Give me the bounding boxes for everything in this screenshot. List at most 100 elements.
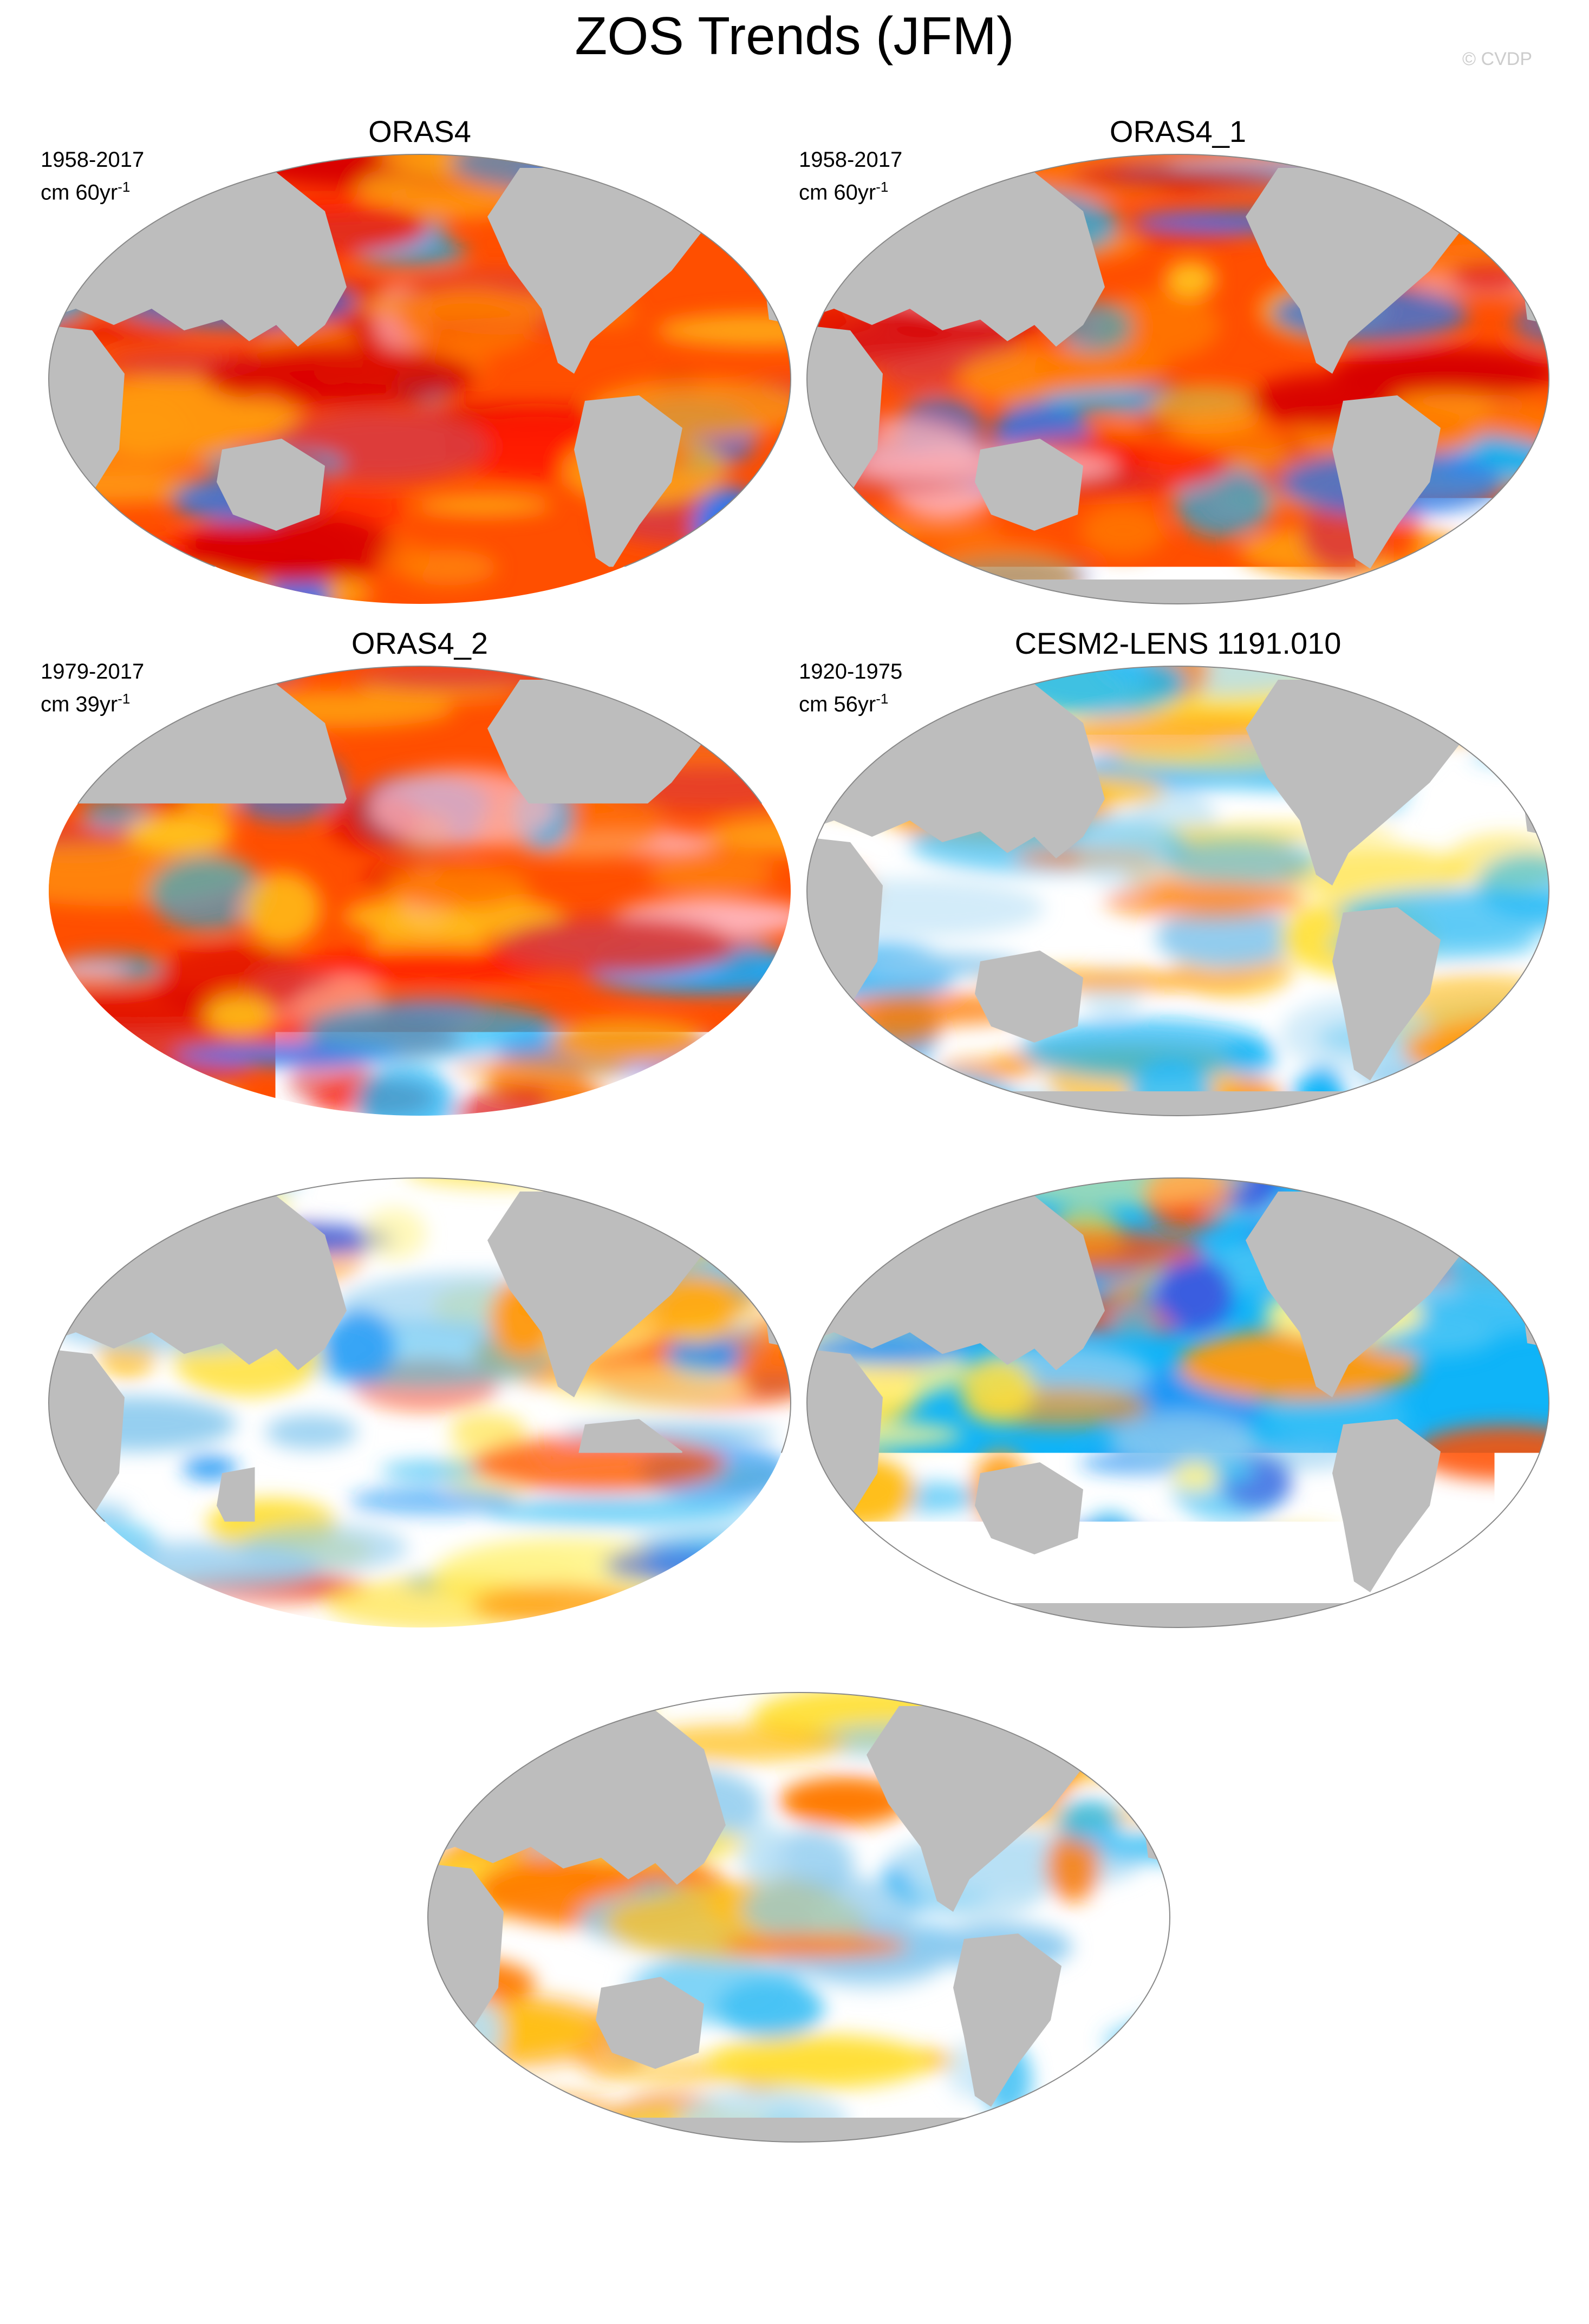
land-mass bbox=[802, 1603, 1554, 1630]
colorbar-tick-label: 8 bbox=[1177, 2275, 1197, 2316]
cvdp-credit: © CVDP bbox=[1462, 49, 1532, 70]
trend-patch bbox=[802, 575, 939, 591]
world-map bbox=[802, 146, 1554, 607]
trend-patch bbox=[838, 1005, 943, 1049]
trend-patch bbox=[239, 392, 292, 434]
map-panel: ORAS4 1958-2017 cm 60yr-1 bbox=[41, 114, 799, 628]
trend-patch bbox=[43, 544, 143, 607]
trend-patch bbox=[802, 658, 920, 670]
trend-patch bbox=[717, 1979, 824, 2037]
colorbar-tick-label: 12 bbox=[1246, 2275, 1285, 2316]
trend-patch bbox=[682, 661, 732, 688]
trend-patch bbox=[43, 1572, 200, 1603]
trend-patch bbox=[1111, 1305, 1156, 1337]
map-panel: ORAS4_1 1958-2017 cm 60yr-1 bbox=[799, 114, 1557, 628]
panel-title: ORAS4_1 bbox=[799, 114, 1557, 149]
trend-patch bbox=[697, 1170, 796, 1206]
trend-patch bbox=[43, 575, 219, 593]
panel-title: CESM2-LENS 1001.001 bbox=[420, 1652, 1178, 1687]
colorbar-swatch bbox=[1109, 2231, 1187, 2268]
trend-patch bbox=[76, 1221, 131, 1265]
trend-patch bbox=[1057, 1800, 1122, 1844]
colorbar-swatch bbox=[403, 2231, 481, 2268]
colorbar-tick-label: -16 bbox=[219, 2275, 271, 2316]
colorbar-swatch bbox=[481, 2231, 560, 2268]
colorbar-tick-label: -4 bbox=[543, 2275, 575, 2316]
trend-patch bbox=[648, 663, 796, 690]
trend-patch bbox=[722, 1574, 796, 1607]
world-map bbox=[802, 1170, 1554, 1630]
trend-patch bbox=[952, 1692, 1165, 1717]
trend-patch bbox=[1076, 1684, 1175, 1730]
trend-patch bbox=[1185, 1575, 1284, 1591]
trend-patch bbox=[464, 1709, 545, 1736]
trend-patch bbox=[648, 853, 774, 895]
panel-title: ICON-ESM-LR r2i1p1f1 bbox=[41, 1137, 799, 1173]
trend-patch bbox=[1082, 168, 1288, 187]
trend-patch bbox=[1156, 1257, 1233, 1331]
colorbar-swatch bbox=[952, 2231, 1030, 2268]
trend-patch bbox=[1017, 2114, 1062, 2145]
trend-patch bbox=[1147, 385, 1269, 433]
colorbar-tick-label: -24 bbox=[62, 2275, 114, 2316]
land-mass bbox=[720, 680, 796, 739]
colorbar-tick-label: 16 bbox=[1324, 2275, 1364, 2316]
figure-title: ZOS Trends (JFM) bbox=[0, 5, 1589, 67]
trend-patch bbox=[415, 496, 552, 515]
trend-patch bbox=[362, 1208, 426, 1260]
trend-patch bbox=[386, 864, 531, 909]
trend-patch bbox=[43, 1519, 159, 1573]
colorbar-swatch bbox=[559, 2231, 638, 2268]
colorbar-swatch bbox=[638, 2231, 717, 2268]
colorbar-tick-label: -6 bbox=[465, 2275, 497, 2316]
land-mass bbox=[422, 2118, 1175, 2145]
trend-patch bbox=[682, 549, 743, 591]
trend-patch bbox=[1165, 261, 1216, 298]
world-map bbox=[43, 146, 796, 607]
panel-title: ICON-ESM-LR r1i1p1f1 bbox=[799, 1137, 1557, 1173]
trend-patch bbox=[959, 1357, 1035, 1423]
colorbar-tick-label: -12 bbox=[298, 2275, 349, 2316]
trend-patch bbox=[377, 539, 430, 575]
land-mass bbox=[1479, 168, 1554, 227]
colorbar-tick-label: 1 bbox=[863, 2275, 883, 2316]
land-mass bbox=[720, 1192, 796, 1251]
world-map bbox=[43, 1170, 796, 1630]
trend-patch bbox=[882, 368, 955, 393]
map-panel: CESM2-LENS 1191.010 1920-1975 cm 56yr-1 bbox=[799, 626, 1557, 1140]
colorbar-tick-label: -8 bbox=[386, 2275, 418, 2316]
land-mass bbox=[802, 580, 1554, 607]
trend-patch bbox=[43, 520, 89, 537]
colorbar-tick-label: 20 bbox=[1402, 2275, 1442, 2316]
trend-patch bbox=[1173, 1462, 1218, 1490]
colorbar bbox=[10, 2230, 1579, 2269]
land-mass bbox=[1479, 1192, 1554, 1251]
trend-patch bbox=[668, 1188, 796, 1204]
colorbar-tick-label: -1 bbox=[700, 2275, 732, 2316]
colorbar-tick-label: 4 bbox=[1020, 2275, 1040, 2316]
colorbar-tick-label: 0 bbox=[785, 2275, 805, 2316]
trend-patch bbox=[349, 1487, 518, 1515]
land-mass bbox=[43, 580, 796, 607]
colorbar-swatch bbox=[1265, 2231, 1344, 2268]
trend-patch bbox=[1127, 2013, 1175, 2075]
colorbar-tick-label: 6 bbox=[1098, 2275, 1118, 2316]
trend-patch bbox=[1450, 260, 1528, 295]
trend-patch bbox=[655, 658, 796, 737]
colorbar-swatch bbox=[717, 2231, 795, 2268]
colorbar-tick-label: 2 bbox=[941, 2275, 961, 2316]
colorbar-tick-label: -2 bbox=[622, 2275, 654, 2316]
trend-patch bbox=[640, 1071, 756, 1118]
colorbar-tick-label: 24 bbox=[1481, 2275, 1520, 2316]
trend-patch bbox=[107, 561, 158, 607]
land-mass bbox=[802, 1091, 1554, 1118]
trend-patch bbox=[551, 658, 754, 687]
map-panel: ICON-ESM-LR r1i1p1f1 1880-2014 cm 135yr-1 bbox=[799, 1137, 1557, 1652]
trend-patch bbox=[706, 2034, 929, 2089]
trend-patch bbox=[43, 1091, 153, 1118]
trend-patch bbox=[1109, 1412, 1257, 1468]
trend-patch bbox=[202, 344, 476, 408]
trend-patch bbox=[82, 658, 302, 688]
trend-patch bbox=[1080, 504, 1166, 557]
trend-patch bbox=[648, 1054, 796, 1116]
